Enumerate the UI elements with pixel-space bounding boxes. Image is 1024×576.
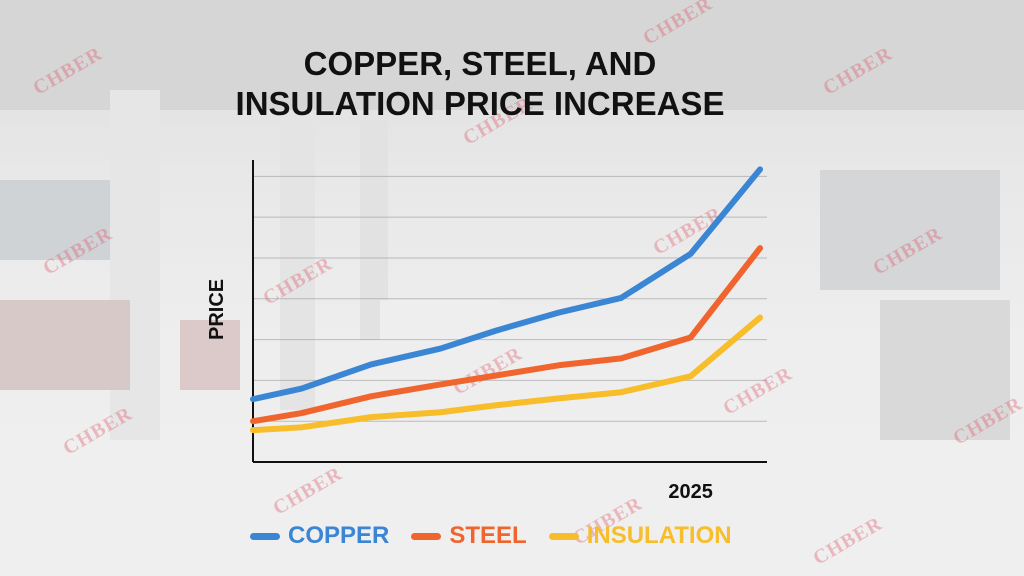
- legend-label: COPPER: [288, 522, 390, 549]
- y-axis-label: PRICE: [206, 278, 228, 340]
- legend-item-insulation: INSULATION: [548, 522, 732, 550]
- series-line-steel: [250, 245, 764, 425]
- legend-item-copper: COPPER: [250, 522, 389, 550]
- legend-swatch: [548, 532, 579, 540]
- series-line-copper: [250, 166, 764, 403]
- x-tick-label: 2025: [668, 481, 713, 503]
- legend-item-steel: STEEL: [411, 522, 527, 550]
- legend-swatch: [411, 532, 442, 540]
- legend-label: INSULATION: [586, 522, 732, 549]
- series-line-insulation: [250, 314, 764, 434]
- chart-title-line-2: INSULATION PRICE INCREASE: [235, 85, 725, 122]
- legend-swatch: [250, 532, 280, 540]
- legend-label: STEEL: [449, 522, 527, 549]
- legend: COPPER STEEL INSULATION: [250, 522, 732, 550]
- chart-title-line-1: COPPER, STEEL, AND: [303, 45, 657, 82]
